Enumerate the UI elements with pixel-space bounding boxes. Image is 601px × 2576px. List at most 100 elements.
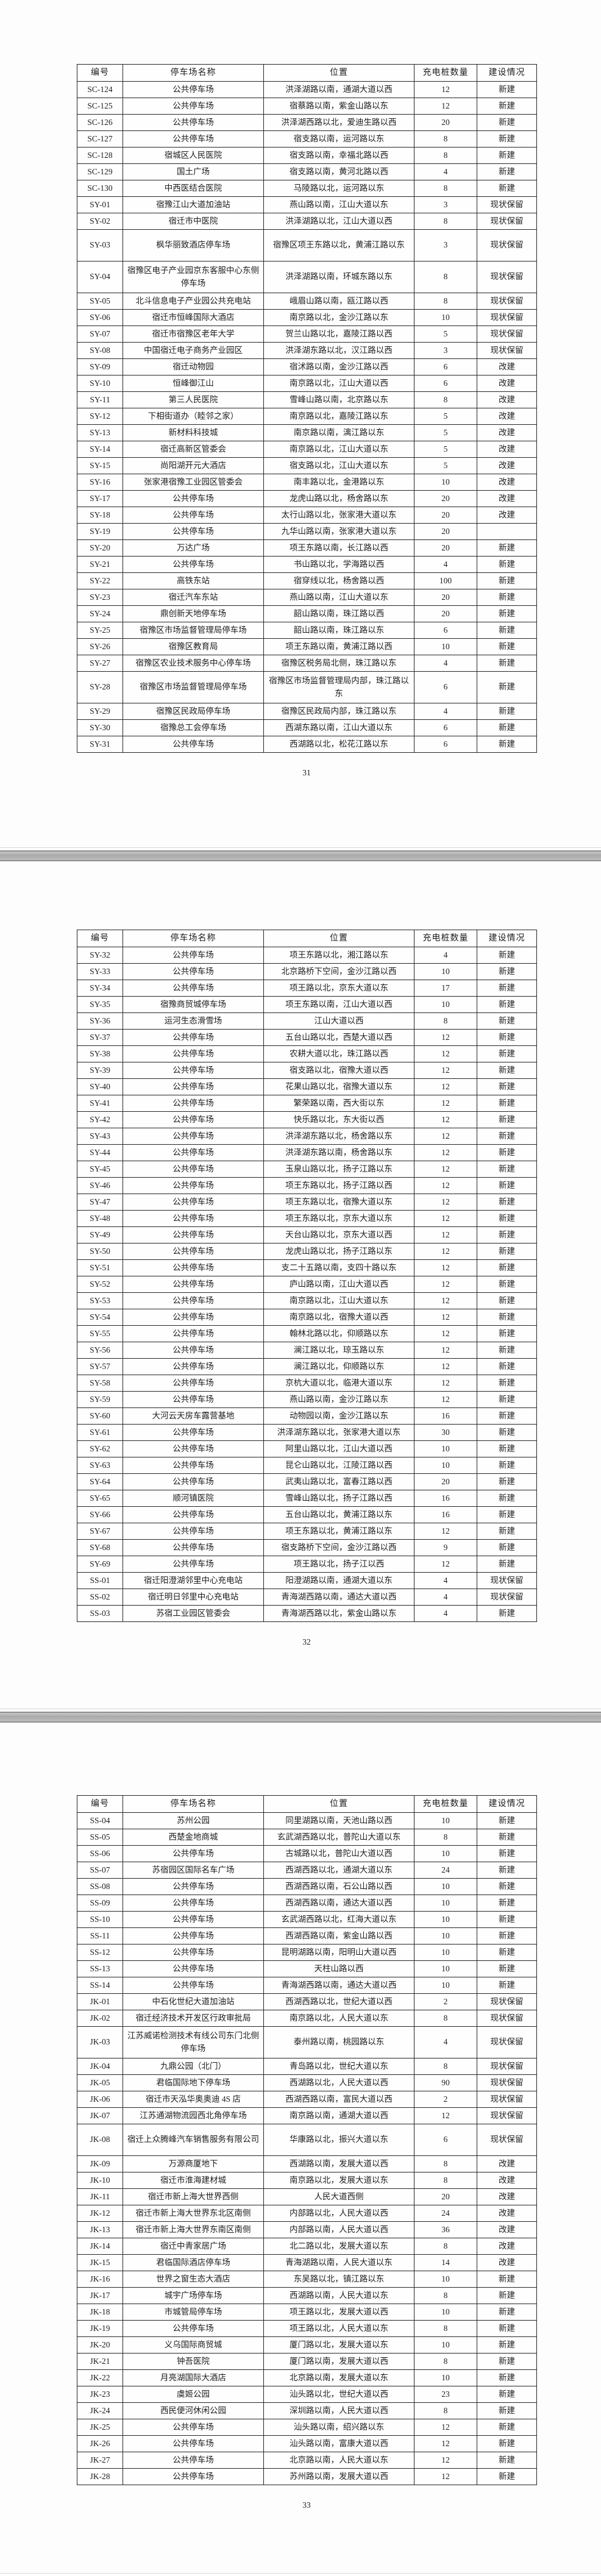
cell-location: 项王东路以北，京东大道以东 <box>263 1210 414 1227</box>
table-row: SY-13 新材料科技城 南京路以南，漓江路以东 5 改建 <box>77 424 537 441</box>
cell-status: 新建 <box>477 2336 537 2354</box>
cell-status: 新建 <box>477 1111 537 1128</box>
cell-location: 西湖西路以北，通湖大道以东 <box>263 1862 414 1879</box>
table-row: JK-04 九鼎公园（北门） 青岛路以北，世纪大道以东 8 现状保留 <box>77 2058 537 2075</box>
cell-count: 20 <box>414 1473 477 1490</box>
cell-count: 16 <box>414 1407 477 1425</box>
cell-id: SY-23 <box>77 589 123 606</box>
cell-location: 南京路以北，人民大道以东 <box>263 2010 414 2027</box>
cell-location: 内部路以南，人民大道以西 <box>263 2221 414 2238</box>
cell-status: 新建 <box>477 1556 537 1573</box>
cell-status: 新建 <box>477 1944 537 1961</box>
cell-count: 20 <box>414 605 477 622</box>
cell-location: 南京路以北，江山大道以东 <box>263 441 414 458</box>
cell-id: SY-02 <box>77 213 123 230</box>
cell-id: SY-62 <box>77 1440 123 1457</box>
cell-name: 公共停车场 <box>123 1128 264 1145</box>
cell-location: 内部路以北，人民大道以西 <box>263 2205 414 2222</box>
cell-name: 江苏威诺检测技术有线公司东门北侧停车场 <box>123 2026 264 2058</box>
cell-id: SC-130 <box>77 180 123 197</box>
cell-location: 西湖西路以南，紫金山路以西 <box>263 1927 414 1944</box>
cell-name: 世界之窗生态大酒店 <box>123 2271 264 2288</box>
cell-count: 90 <box>414 2074 477 2091</box>
cell-status: 新建 <box>477 1226 537 1244</box>
cell-status: 新建 <box>477 1358 537 1375</box>
table-row: SY-61 公共停车场 洪泽湖东路以北，张家港大道以东 30 新建 <box>77 1424 537 1441</box>
cell-count: 8 <box>414 2238 477 2255</box>
cell-count: 8 <box>414 213 477 230</box>
table-row: JK-21 钟吾医院 厦门路以南，发展大道以西 8 新建 <box>77 2353 537 2370</box>
cell-count: 8 <box>414 130 477 148</box>
cell-name: 宿迁阳澄湖邻里中心充电站 <box>123 1572 264 1589</box>
cell-id: SS-07 <box>77 1862 123 1879</box>
cell-status: 新建 <box>477 1276 537 1293</box>
cell-name: 万源商厦地下 <box>123 2155 264 2172</box>
cell-name: 西楚金地商城 <box>123 1829 264 1846</box>
cell-name: 公共停车场 <box>123 1960 264 1977</box>
cell-count: 9 <box>414 1539 477 1556</box>
table-row: SS-01 宿迁阳澄湖邻里中心充电站 阳澄湖路以南，通湖大道以东 4 现状保留 <box>77 1572 537 1589</box>
cell-location: 西湖路以北，松花江路以东 <box>263 736 414 753</box>
cell-count: 23 <box>414 2386 477 2403</box>
table-row: SY-08 中国宿迁电子商务产业园区 洪泽湖东路以北，汉江路以西 3 现状保留 <box>77 342 537 359</box>
cell-status: 改建 <box>477 2238 537 2255</box>
table-row: SY-27 宿豫区农业技术服务中心停车场 宿豫区税务局北侧，珠江路以东 4 新建 <box>77 655 537 672</box>
cell-status: 现状保留 <box>477 1589 537 1606</box>
cell-id: SY-29 <box>77 703 123 720</box>
cell-name: 公共停车场 <box>123 2419 264 2436</box>
cell-id: SY-52 <box>77 1276 123 1293</box>
cell-status: 现状保留 <box>477 2074 537 2091</box>
cell-status: 新建 <box>477 2271 537 2288</box>
table-row: JK-15 君临国际酒店停车场 青海湖路以南，人民大道以东 14 改建 <box>77 2254 537 2271</box>
table-row: SY-66 公共停车场 五台山路以北，黄浦江路以东 16 新建 <box>77 1506 537 1523</box>
cell-id: SS-06 <box>77 1845 123 1862</box>
table-row: SS-11 公共停车场 西湖西路以南，紫金山路以西 10 新建 <box>77 1927 537 1944</box>
cell-count: 8 <box>414 2010 477 2027</box>
table-row: SY-53 公共停车场 南京路以北，江山大道以东 12 新建 <box>77 1292 537 1309</box>
page-number: 31 <box>302 768 311 777</box>
cell-status: 新建 <box>477 1210 537 1227</box>
cell-location: 宿支路以北，宿豫大道以西 <box>263 1062 414 1079</box>
table-row: SY-12 下相街道办（睦邻之家） 南京路以北，嘉陵江路以东 5 改建 <box>77 408 537 425</box>
cell-location: 南丰路以北，金港路以东 <box>263 474 414 491</box>
cell-status: 现状保留 <box>477 2058 537 2075</box>
cell-status: 新建 <box>477 1144 537 1161</box>
table-row: SS-04 苏州公园 同里湖路以南，天池山路以西 10 新建 <box>77 1812 537 1829</box>
cell-location: 宿豫区项王东路以北，黄浦江路以东 <box>263 229 414 262</box>
cell-location: 汕头路以南，富康大道以西 <box>263 2435 414 2452</box>
cell-location: 古城路以北，普陀山大道以西 <box>263 1845 414 1862</box>
table-row: SS-06 公共停车场 古城路以北，普陀山大道以西 10 新建 <box>77 1845 537 1862</box>
table-row: SC-129 国土广场 宿支路以南，黄河北路以西 4 新建 <box>77 163 537 180</box>
cell-name: 公共停车场 <box>123 1375 264 1392</box>
cell-name: 运河生态滑雪场 <box>123 1012 264 1030</box>
cell-name: 公共停车场 <box>123 1095 264 1112</box>
table-row: SY-55 公共停车场 翰林北路以北，仰顺路以东 12 新建 <box>77 1325 537 1342</box>
cell-location: 苏州路以南，发展大道以西 <box>263 2468 414 2485</box>
cell-count: 10 <box>414 1812 477 1829</box>
cell-count: 8 <box>414 391 477 408</box>
cell-status: 新建 <box>477 605 537 622</box>
cell-location: 洪泽湖东路以北，张家港大道以东 <box>263 1424 414 1441</box>
table-row: JK-11 宿迁市新上海大世界西侧 人民大道西侧 20 改建 <box>77 2188 537 2205</box>
table-row: SY-14 宿迁高新区管委会 南京路以北，江山大道以东 5 改建 <box>77 441 537 458</box>
column-header: 编号 <box>77 64 123 82</box>
cell-name: 宿迁市新上海大世界西侧 <box>123 2188 264 2205</box>
cell-location: 华康路以北，振兴大道以东 <box>263 2124 414 2156</box>
column-header: 充电桩数量 <box>414 1795 477 1813</box>
cell-count: 4 <box>414 1572 477 1589</box>
cell-count: 16 <box>414 1506 477 1523</box>
cell-status: 新建 <box>477 996 537 1013</box>
column-header: 建设情况 <box>477 64 537 82</box>
cell-id: SY-06 <box>77 309 123 326</box>
cell-location: 项王路以北，人民大道以东 <box>263 2320 414 2337</box>
cell-status: 改建 <box>477 391 537 408</box>
cell-name: 公共停车场 <box>123 130 264 148</box>
cell-status: 改建 <box>477 2221 537 2238</box>
cell-status <box>477 523 537 540</box>
cell-location: 燕山路以南，江山大道以东 <box>263 196 414 213</box>
cell-id: SS-12 <box>77 1944 123 1961</box>
cell-name: 公共停车场 <box>123 1259 264 1276</box>
cell-name: 公共停车场 <box>123 1895 264 1912</box>
cell-name: 九鼎公园（北门） <box>123 2058 264 2075</box>
